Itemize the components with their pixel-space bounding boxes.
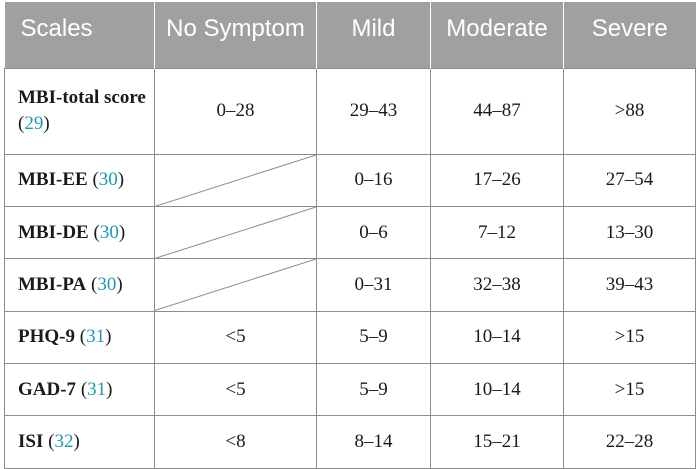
diagonal-line-icon [155, 259, 316, 310]
scale-name: PHQ-9 [18, 326, 75, 348]
moderate-cell: 10–14 [430, 310, 564, 365]
table-row: MBI-total score (29) 0–28 29–43 44–87 >8… [4, 67, 696, 155]
diagonal-line-icon [155, 207, 316, 258]
scale-name-cell: PHQ-9 (31) [4, 310, 155, 365]
reference-link[interactable]: 31 [87, 378, 107, 400]
table-row: PHQ-9 (31) <5 5–9 10–14 >15 [4, 310, 696, 365]
table-row: MBI-DE (30) 0–6 7–12 13–30 [4, 205, 696, 260]
scale-name-cell: ISI (32) [4, 415, 155, 469]
severe-cell: 39–43 [563, 258, 696, 312]
scale-name: ISI [18, 431, 44, 453]
mild-cell: 0–31 [316, 258, 431, 312]
mild-cell: 5–9 [316, 363, 431, 417]
not-applicable-cell [154, 205, 317, 260]
scale-name: GAD-7 [18, 378, 77, 400]
header-scales: Scales [4, 2, 155, 68]
severe-cell: 13–30 [563, 205, 696, 260]
reference-link[interactable]: 29 [24, 113, 44, 134]
table-row: GAD-7 (31) <5 5–9 10–14 >15 [4, 363, 696, 417]
header-no-symptom: No Symptom [154, 2, 317, 68]
mild-cell: 8–14 [316, 415, 431, 469]
table-row: MBI-EE (30) 0–16 17–26 27–54 [4, 153, 696, 207]
severe-cell: 27–54 [563, 153, 696, 207]
moderate-cell: 15–21 [430, 415, 564, 469]
scale-name: MBI-EE [18, 169, 88, 191]
reference-link[interactable]: 30 [99, 221, 119, 243]
mild-cell: 0–6 [316, 205, 431, 260]
table-row: ISI (32) <8 8–14 15–21 22–28 [4, 415, 696, 469]
header-mild: Mild [316, 2, 431, 68]
no-symptom-cell: <8 [154, 415, 317, 469]
diagonal-line-icon [155, 155, 316, 206]
severe-cell: >88 [563, 67, 696, 155]
not-applicable-cell [154, 258, 317, 312]
scale-name-cell: MBI-DE (30) [4, 205, 155, 260]
moderate-cell: 10–14 [430, 363, 564, 417]
severe-cell: >15 [563, 363, 696, 417]
moderate-cell: 44–87 [430, 67, 564, 155]
reference-link[interactable]: 31 [86, 326, 106, 348]
scale-name-cell: MBI-total score (29) [4, 67, 155, 155]
not-applicable-cell [154, 153, 317, 207]
table-row: MBI-PA (30) 0–31 32–38 39–43 [4, 258, 696, 312]
reference-link[interactable]: 30 [97, 273, 117, 295]
mild-cell: 5–9 [316, 310, 431, 365]
scale-name-cell: MBI-EE (30) [4, 153, 155, 207]
no-symptom-cell: <5 [154, 310, 317, 365]
moderate-cell: 32–38 [430, 258, 564, 312]
severe-cell: 22–28 [563, 415, 696, 469]
mild-cell: 29–43 [316, 67, 431, 155]
header-row: Scales No Symptom Mild Moderate Severe [4, 2, 696, 68]
moderate-cell: 7–12 [430, 205, 564, 260]
scales-table: Scales No Symptom Mild Moderate Severe M… [4, 2, 696, 469]
header-moderate: Moderate [430, 2, 564, 68]
mild-cell: 0–16 [316, 153, 431, 207]
scale-name: MBI-DE [18, 221, 89, 243]
no-symptom-cell: 0–28 [154, 67, 317, 155]
scale-name: MBI-total score [18, 87, 146, 108]
header-severe: Severe [563, 2, 696, 68]
no-symptom-cell: <5 [154, 363, 317, 417]
reference-link[interactable]: 30 [98, 169, 118, 191]
moderate-cell: 17–26 [430, 153, 564, 207]
scale-name: MBI-PA [18, 273, 87, 295]
scale-name-cell: MBI-PA (30) [4, 258, 155, 312]
scale-name-cell: GAD-7 (31) [4, 363, 155, 417]
reference-link[interactable]: 32 [54, 431, 74, 453]
severe-cell: >15 [563, 310, 696, 365]
